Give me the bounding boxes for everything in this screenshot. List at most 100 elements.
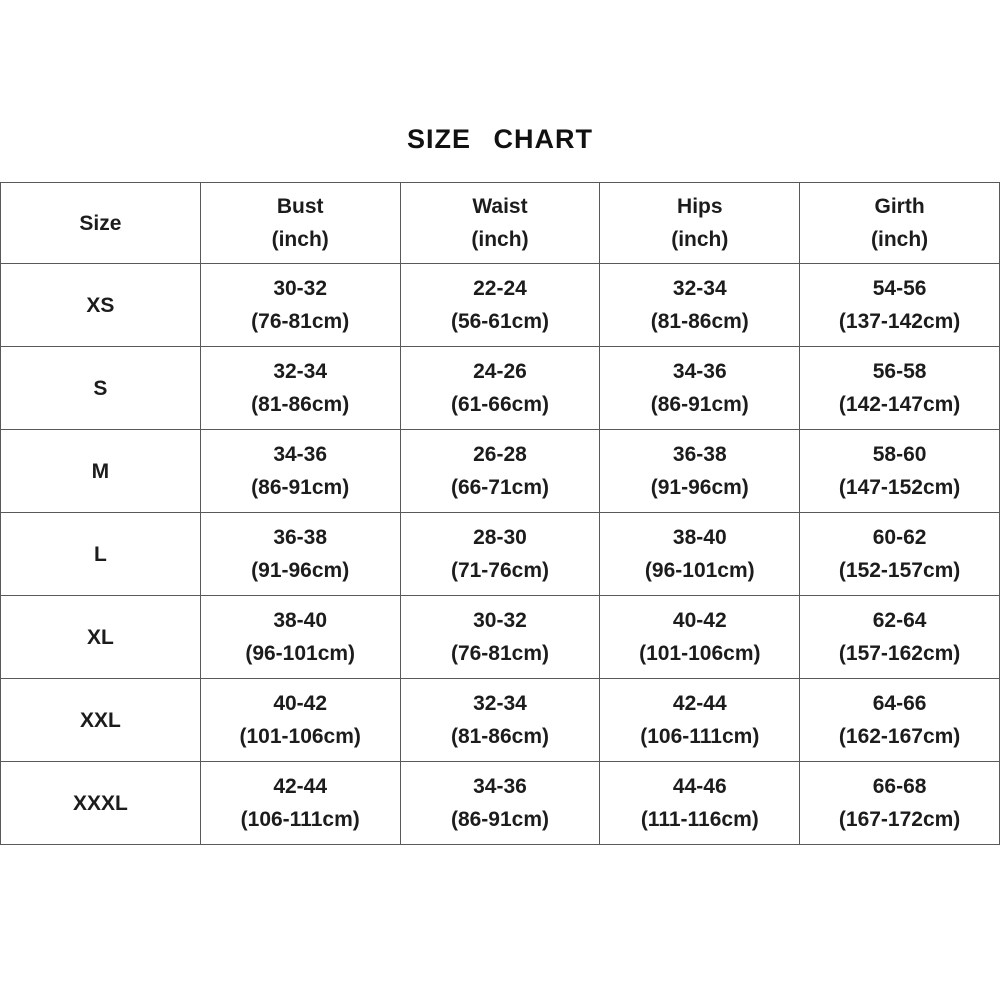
column-label: Waist [472, 195, 528, 218]
range-inch: 42-44 [672, 692, 727, 715]
measurement-cell: 34-36 (86-91cm) [599, 346, 801, 430]
range-inch: 34-36 [672, 360, 727, 383]
column-unit: (inch) [471, 228, 529, 251]
range-cm: (101-106cm) [239, 725, 361, 748]
measurement-cell: 30-32 (76-81cm) [399, 595, 601, 679]
column-label: Bust [276, 195, 324, 218]
table-row: XL 38-40 (96-101cm) 30-32 (76-81cm) 40-42 (101… [0, 595, 1000, 679]
range-cm: (86-91cm) [450, 808, 550, 831]
size-label: L [0, 512, 201, 596]
measurement-cell: 30-32 (76-81cm) [199, 263, 401, 347]
measurement-cell: 36-38 (91-96cm) [599, 429, 801, 513]
range-inch: 32-34 [273, 360, 328, 383]
range-cm: (66-71cm) [450, 476, 550, 499]
column-header-size: Size [0, 182, 201, 264]
column-label: Hips [677, 195, 723, 218]
page-title: SIZE CHART [407, 124, 593, 154]
range-inch: 64-66 [872, 692, 927, 715]
header-row: Size Bust (inch) Waist (inch) Hips (inch… [0, 182, 1000, 264]
range-cm: (162-167cm) [838, 725, 961, 748]
range-cm: (142-147cm) [838, 393, 961, 416]
table-header: Size Bust (inch) Waist (inch) Hips (inch… [0, 182, 1000, 264]
range-inch: 40-42 [273, 692, 328, 715]
measurement-cell: 42-44 (106-111cm) [599, 678, 801, 762]
range-cm: (76-81cm) [251, 310, 350, 333]
range-inch: 30-32 [473, 609, 527, 632]
range-inch: 34-36 [473, 775, 527, 798]
range-cm: (76-81cm) [450, 642, 550, 665]
column-header-bust: Bust (inch) [199, 182, 401, 264]
range-cm: (137-142cm) [838, 310, 961, 333]
measurement-cell: 32-34 (81-86cm) [199, 346, 401, 430]
range-cm: (81-86cm) [650, 310, 749, 333]
measurement-cell: 64-66 (162-167cm) [799, 678, 1000, 762]
measurement-cell: 38-40 (96-101cm) [599, 512, 801, 596]
range-cm: (147-152cm) [838, 476, 961, 499]
table-row: XXXL 42-44 (106-111cm) 34-36 (86-91cm) 44-46 (… [0, 761, 1000, 845]
range-inch: 32-34 [672, 277, 727, 300]
column-header-waist: Waist (inch) [399, 182, 601, 264]
measurement-cell: 28-30 (71-76cm) [399, 512, 601, 596]
range-cm: (167-172cm) [838, 808, 961, 831]
range-inch: 38-40 [273, 609, 328, 632]
measurement-cell: 42-44 (106-111cm) [199, 761, 401, 845]
table-row: XS 30-32 (76-81cm) 22-24 (56-61cm) 32-34 (81-8… [0, 263, 1000, 347]
column-unit: (inch) [271, 228, 329, 251]
range-cm: (81-86cm) [251, 393, 350, 416]
range-inch: 32-34 [473, 692, 527, 715]
size-label: XXXL [0, 761, 201, 845]
measurement-cell: 44-46 (111-116cm) [599, 761, 801, 845]
measurement-cell: 56-58 (142-147cm) [799, 346, 1000, 430]
range-inch: 38-40 [672, 526, 727, 549]
range-cm: (152-157cm) [838, 559, 961, 582]
range-inch: 44-46 [672, 775, 727, 798]
range-inch: 22-24 [473, 277, 527, 300]
column-label: Girth [874, 195, 925, 218]
column-header-hips: Hips (inch) [599, 182, 801, 264]
measurement-cell: 40-42 (101-106cm) [599, 595, 801, 679]
range-inch: 58-60 [872, 443, 927, 466]
range-inch: 40-42 [672, 609, 727, 632]
range-inch: 34-36 [273, 443, 328, 466]
size-chart-table: Size Bust (inch) Waist (inch) Hips (inch… [0, 182, 1000, 845]
range-inch: 30-32 [273, 277, 328, 300]
measurement-cell: 40-42 (101-106cm) [199, 678, 401, 762]
range-cm: (106-111cm) [240, 808, 360, 831]
size-label: XXL [0, 678, 201, 762]
measurement-cell: 66-68 (167-172cm) [799, 761, 1000, 845]
size-table-body: XS 30-32 (76-81cm) 22-24 (56-61cm) 32-34 (81-8… [0, 263, 1000, 845]
measurement-cell: 60-62 (152-157cm) [799, 512, 1000, 596]
range-inch: 42-44 [273, 775, 328, 798]
range-inch: 28-30 [473, 526, 527, 549]
range-cm: (96-101cm) [644, 559, 755, 582]
size-label: S [0, 346, 201, 430]
measurement-cell: 54-56 (137-142cm) [799, 263, 1000, 347]
range-cm: (61-66cm) [450, 393, 550, 416]
measurement-cell: 24-26 (61-66cm) [399, 346, 601, 430]
range-inch: 36-38 [273, 526, 328, 549]
measurement-cell: 34-36 (86-91cm) [399, 761, 601, 845]
range-inch: 62-64 [872, 609, 927, 632]
measurement-cell: 32-34 (81-86cm) [599, 263, 801, 347]
column-unit: (inch) [871, 228, 929, 251]
range-cm: (86-91cm) [251, 476, 350, 499]
measurement-cell: 34-36 (86-91cm) [199, 429, 401, 513]
measurement-cell: 36-38 (91-96cm) [199, 512, 401, 596]
range-cm: (101-106cm) [639, 642, 761, 665]
range-cm: (96-101cm) [245, 642, 356, 665]
column-header-girth: Girth (inch) [799, 182, 1000, 264]
measurement-cell: 58-60 (147-152cm) [799, 429, 1000, 513]
measurement-cell: 26-28 (66-71cm) [399, 429, 601, 513]
range-cm: (86-91cm) [650, 393, 749, 416]
range-cm: (56-61cm) [450, 310, 550, 333]
table-row: M 34-36 (86-91cm) 26-28 (66-71cm) 36-38 (91-96… [0, 429, 1000, 513]
table-row: XXL 40-42 (101-106cm) 32-34 (81-86cm) 42-44 (1… [0, 678, 1000, 762]
range-cm: (111-116cm) [640, 808, 759, 831]
table-row: S 32-34 (81-86cm) 24-26 (61-66cm) 34-36 (86-91… [0, 346, 1000, 430]
range-inch: 36-38 [672, 443, 727, 466]
measurement-cell: 22-24 (56-61cm) [399, 263, 601, 347]
range-inch: 24-26 [473, 360, 527, 383]
size-label: XL [0, 595, 201, 679]
range-inch: 54-56 [872, 277, 927, 300]
